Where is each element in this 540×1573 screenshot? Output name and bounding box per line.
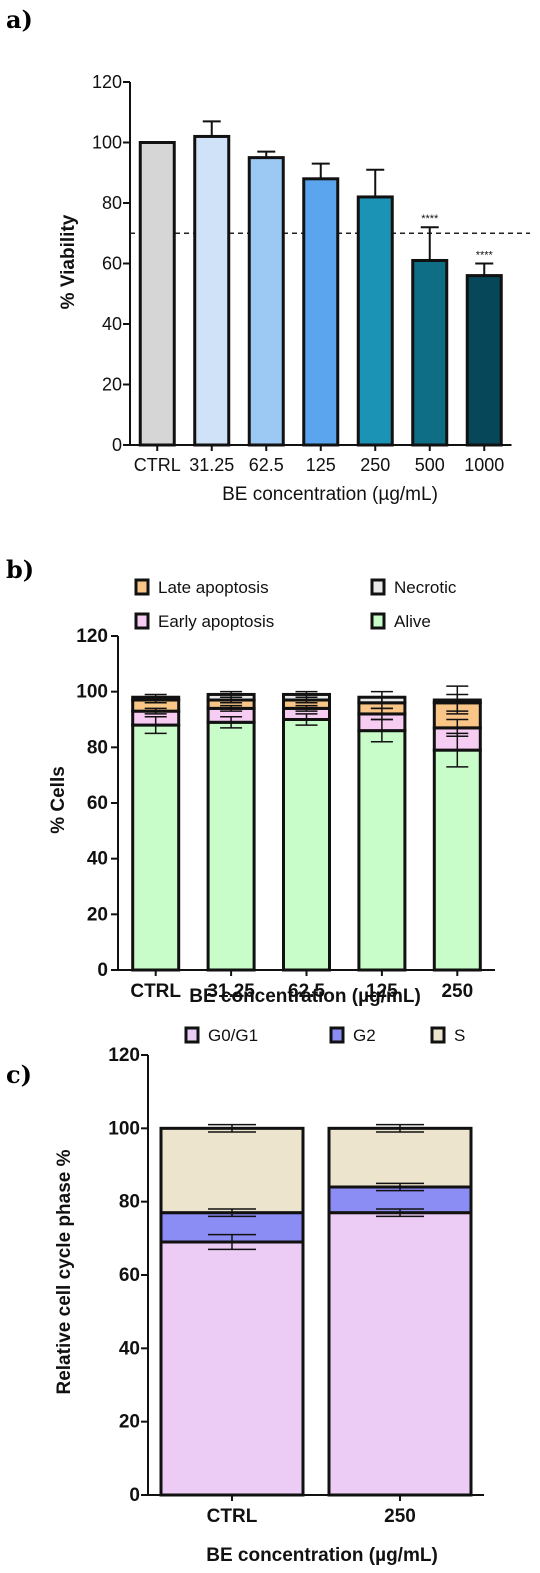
viability-y-ticks: 0 20 40 60 80 100 120 xyxy=(92,72,130,455)
y-tick-label: 100 xyxy=(108,1118,140,1139)
legend-label-s: S xyxy=(454,1026,465,1045)
cell-cycle-legend: G0/G1 G2 S xyxy=(184,1026,465,1045)
bar-62.5 xyxy=(247,156,285,447)
x-tick-label: 250 xyxy=(384,1506,416,1527)
y-tick-label: 40 xyxy=(87,849,108,870)
x-tick-label: 125 xyxy=(306,455,336,475)
apoptosis-x-axis-title: BE concentration (µg/mL) xyxy=(189,986,421,1007)
x-tick-label: 125 xyxy=(366,981,398,1002)
panel-label-a: a) xyxy=(6,5,33,34)
y-tick-label: 120 xyxy=(108,1045,140,1066)
x-tick-label: 62.5 xyxy=(288,981,325,1002)
y-tick-label: 100 xyxy=(92,133,122,153)
legend-swatch-g2 xyxy=(329,1026,345,1044)
legend-label-late-apoptosis: Late apoptosis xyxy=(158,578,269,597)
significance-label: **** xyxy=(476,250,494,262)
y-tick-label: 60 xyxy=(102,254,122,274)
bar-segment-s xyxy=(159,1126,305,1215)
panel-label-c: c) xyxy=(6,1060,32,1089)
x-tick-label: 500 xyxy=(415,455,445,475)
viability-y-axis-title: % Viability xyxy=(58,214,79,309)
legend-label-necrotic: Necrotic xyxy=(394,578,457,597)
x-tick-label: 250 xyxy=(441,981,473,1002)
apoptosis-legend: Late apoptosis Necrotic Early apoptosis Ali… xyxy=(134,578,457,631)
x-tick-label: 31.25 xyxy=(189,455,234,475)
bar-1000 xyxy=(465,274,503,447)
legend-swatch-early-apoptosis xyxy=(134,612,150,630)
cell-cycle-x-axis-title: BE concentration (µg/mL) xyxy=(206,1545,438,1566)
y-tick-label: 20 xyxy=(102,375,122,395)
y-tick-label: 120 xyxy=(76,626,108,647)
panel-label-b: b) xyxy=(6,555,34,584)
y-tick-label: 20 xyxy=(87,904,108,925)
bar-segment-alive xyxy=(282,718,331,972)
bar-segment-alive xyxy=(432,748,482,972)
bar-31.25 xyxy=(193,134,231,447)
viability-bars: **** **** xyxy=(138,120,503,447)
cell-cycle-y-ticks: 0 20 40 60 80 100 120 xyxy=(108,1045,148,1506)
bar-250 xyxy=(356,195,394,447)
apoptosis-x-ticks: CTRL 31.25 62.5 125 250 xyxy=(130,970,473,1002)
cell-cycle-y-axis-title: Relative cell cycle phase % xyxy=(54,1149,75,1394)
legend-swatch-late-apoptosis xyxy=(134,578,150,596)
legend-label-g0-g1: G0/G1 xyxy=(208,1026,258,1045)
bar-segment-g0-g1 xyxy=(327,1211,473,1497)
apoptosis-y-axis-title: % Cells xyxy=(48,766,69,834)
significance-label: **** xyxy=(421,213,439,225)
bar-segment-alive xyxy=(206,720,256,972)
y-tick-label: 120 xyxy=(92,72,122,92)
bar-segment-alive xyxy=(357,729,407,972)
legend-swatch-g0-g1 xyxy=(184,1026,200,1044)
cell-cycle-bars xyxy=(159,1123,473,1497)
y-tick-label: 0 xyxy=(112,435,122,455)
y-tick-label: 60 xyxy=(119,1265,140,1286)
bar-125 xyxy=(302,177,340,447)
y-tick-label: 40 xyxy=(119,1338,140,1359)
legend-label-early-apoptosis: Early apoptosis xyxy=(158,612,274,631)
viability-x-ticks: CTRL 31.25 62.5 125 250 500 1000 xyxy=(134,445,504,475)
cell-cycle-x-ticks: CTRL 250 xyxy=(207,1495,416,1527)
y-tick-label: 20 xyxy=(119,1412,140,1433)
apoptosis-bars xyxy=(131,685,482,972)
bar-segment-alive xyxy=(131,723,181,972)
x-tick-label: CTRL xyxy=(130,981,181,1002)
x-tick-label: 62.5 xyxy=(249,455,284,475)
apoptosis-y-ticks: 0 20 40 60 80 100 120 xyxy=(76,626,118,981)
bar-500 xyxy=(411,258,449,447)
y-tick-label: 80 xyxy=(119,1192,140,1213)
viability-chart: **** **** CTRL 31.25 62.5 125 250 500 1000 0 20 4… xyxy=(58,72,530,505)
legend-swatch-necrotic xyxy=(370,578,386,596)
bar-segment-s xyxy=(327,1126,473,1189)
x-tick-label: 250 xyxy=(360,455,390,475)
x-tick-label: CTRL xyxy=(207,1506,258,1527)
x-tick-label: 1000 xyxy=(464,455,504,475)
x-tick-label: 31.25 xyxy=(207,981,255,1002)
y-tick-label: 0 xyxy=(129,1485,140,1506)
legend-swatch-s xyxy=(430,1026,446,1044)
y-tick-label: 60 xyxy=(87,793,108,814)
apoptosis-chart: Late apoptosis Necrotic Early apoptosis Ali… xyxy=(48,578,495,1007)
viability-x-axis-title: BE concentration (µg/mL) xyxy=(222,484,438,505)
bar-segment-g0-g1 xyxy=(159,1240,305,1497)
y-tick-label: 80 xyxy=(87,737,108,758)
y-tick-label: 40 xyxy=(102,314,122,334)
y-tick-label: 100 xyxy=(76,682,108,703)
x-tick-label: CTRL xyxy=(134,455,181,475)
cell-cycle-chart: G0/G1 G2 S CTRL 250 0 20 40 60 80 100 120 BE conc… xyxy=(54,1026,484,1566)
legend-swatch-alive xyxy=(370,612,386,630)
y-tick-label: 80 xyxy=(102,193,122,213)
legend-label-g2: G2 xyxy=(353,1026,376,1045)
bar-CTRL xyxy=(138,141,176,447)
y-tick-label: 0 xyxy=(97,960,108,981)
legend-label-alive: Alive xyxy=(394,612,431,631)
